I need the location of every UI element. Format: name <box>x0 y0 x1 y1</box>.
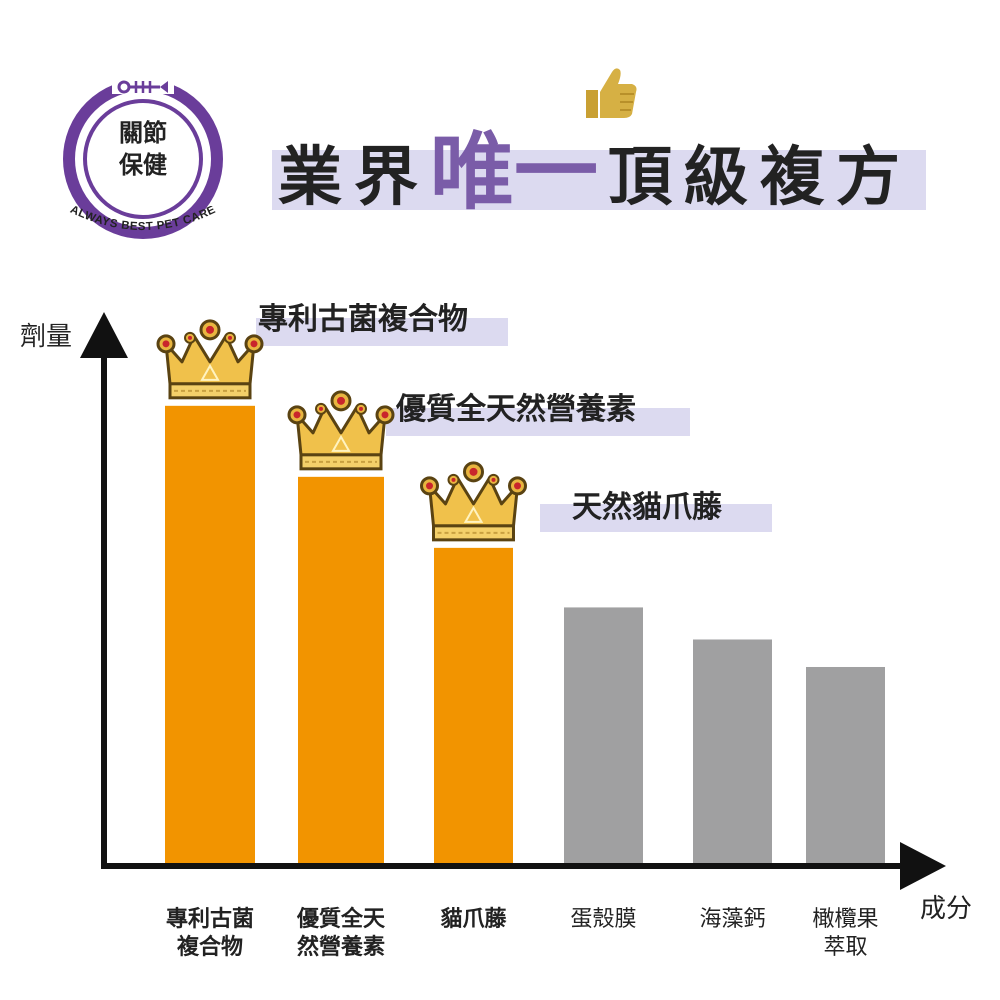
annotation-band-3 <box>540 504 772 532</box>
annotation-band-1 <box>256 318 508 346</box>
x-axis-arrow-icon <box>900 842 946 890</box>
bar-5 <box>693 639 772 864</box>
headline-part-1: 業界 <box>278 141 430 215</box>
badge-line-1: 關節 <box>119 119 167 147</box>
y-axis-arrow-icon <box>80 312 128 358</box>
headline-part-2: 頂級複方 <box>608 141 913 215</box>
x-tick-label-5: 海藻鈣 <box>699 907 766 932</box>
badge-line-2: 保健 <box>119 151 167 179</box>
crown-icon <box>420 461 527 542</box>
crown-icon <box>156 319 264 400</box>
headline-accent: 唯一 <box>430 123 599 221</box>
x-tick-label-3: 貓爪藤 <box>440 907 507 932</box>
bar-1 <box>165 405 255 864</box>
headline: 業界 唯一 頂級複方 <box>278 118 912 218</box>
headline-band <box>272 150 926 210</box>
fish-bone-icon <box>117 80 168 94</box>
bars <box>165 405 885 864</box>
x-axis-label: 成分 <box>920 894 973 924</box>
annotation-band-2 <box>386 408 690 436</box>
x-tick-label-6: 橄欖果 萃取 <box>812 907 879 960</box>
annotation-3: 天然貓爪藤 <box>572 490 722 525</box>
bar-4 <box>564 607 643 864</box>
x-tick-label-1: 專利古菌 複合物 <box>165 907 254 960</box>
thumbs-up-icon <box>584 64 638 124</box>
badge-ring-text: ALWAYS BEST PET CARE <box>60 204 226 246</box>
y-axis-label: 劑量 <box>20 322 73 352</box>
axes <box>80 312 946 890</box>
bar-3 <box>434 547 513 864</box>
x-tick-label-4: 蛋殼膜 <box>570 907 637 932</box>
bar-6 <box>806 666 885 864</box>
crown-icon <box>287 390 395 471</box>
annotation-2: 優質全天然營養素 <box>396 392 636 427</box>
annotation-1: 專利古菌複合物 <box>258 302 468 337</box>
badge-ring <box>63 78 223 239</box>
x-tick-label-2: 優質全天 然營養素 <box>296 907 385 960</box>
brand-badge: 關節 保健 ALWAYS BEST PET CARE <box>62 78 224 240</box>
bar-2 <box>298 476 384 864</box>
